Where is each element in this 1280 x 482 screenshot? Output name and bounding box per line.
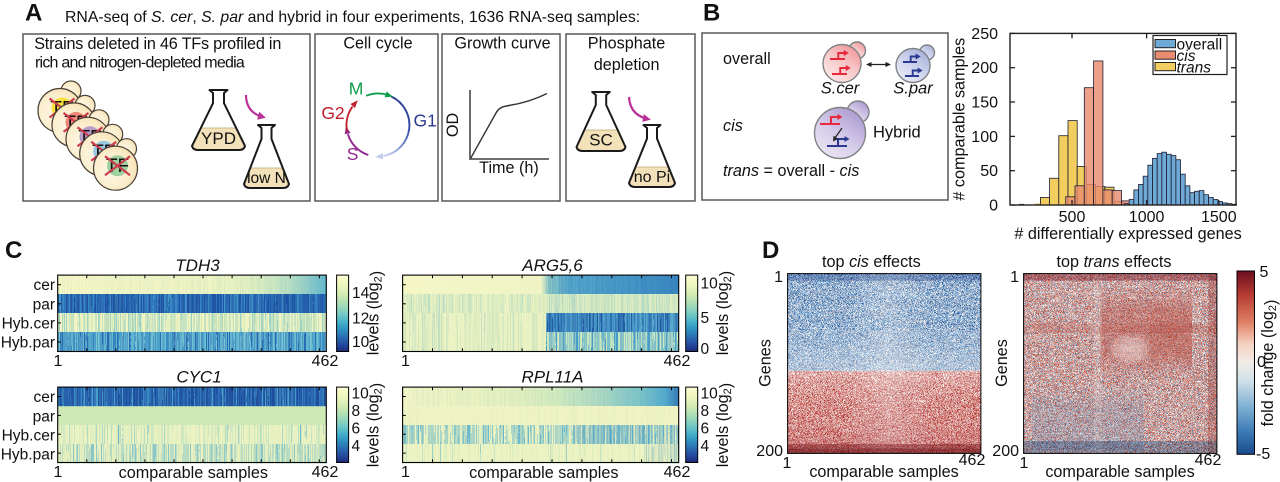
svg-text:4: 4 [352, 438, 361, 455]
svg-text:Hyb.cer: Hyb.cer [2, 427, 55, 444]
svg-text:0: 0 [989, 198, 998, 215]
svg-text:8: 8 [701, 403, 710, 420]
svg-text:Genes: Genes [993, 339, 1011, 387]
svg-text:rich and nitrogen-depleted med: rich and nitrogen-depleted media [35, 55, 245, 72]
svg-text:462: 462 [312, 353, 339, 370]
svg-text:Strains deleted in 46 TFs prof: Strains deleted in 46 TFs profiled in [34, 35, 281, 53]
svg-text:1: 1 [1010, 269, 1019, 286]
svg-text:Phosphate: Phosphate [588, 35, 665, 53]
svg-text:levels (log2): levels (log2) [365, 383, 386, 467]
svg-text:6: 6 [352, 421, 361, 438]
svg-text:8: 8 [352, 403, 361, 420]
svg-text:1: 1 [54, 353, 63, 370]
svg-text:Hyb.cer: Hyb.cer [2, 315, 55, 332]
svg-text:levels (log2): levels (log2) [714, 271, 735, 355]
svg-text:462: 462 [959, 452, 986, 469]
svg-text:RPL11A: RPL11A [521, 368, 583, 387]
svg-text:top cis effects: top cis effects [822, 253, 921, 271]
svg-text:cis: cis [1177, 48, 1196, 65]
svg-text:D: D [762, 237, 779, 264]
svg-text:10: 10 [701, 276, 719, 293]
svg-text:1: 1 [401, 464, 410, 481]
svg-text:S.cer: S.cer [821, 80, 861, 98]
svg-text:200: 200 [971, 60, 998, 77]
svg-text:B: B [703, 0, 720, 27]
svg-text:overall: overall [723, 50, 771, 68]
svg-text:10: 10 [701, 386, 719, 403]
svg-text:top trans effects: top trans effects [1057, 253, 1172, 271]
svg-text:150: 150 [971, 95, 998, 112]
svg-text:YPD: YPD [201, 129, 236, 148]
svg-text:462: 462 [1195, 452, 1222, 469]
svg-text:1: 1 [774, 269, 783, 286]
svg-text:10: 10 [352, 386, 370, 403]
svg-text:200: 200 [992, 443, 1019, 460]
svg-text:0: 0 [1257, 354, 1266, 371]
svg-text:overall: overall [1177, 37, 1223, 54]
svg-text:comparable samples: comparable samples [1045, 463, 1194, 481]
svg-text:M: M [349, 79, 364, 99]
svg-text:Cell cycle: Cell cycle [343, 35, 412, 53]
svg-text:Growth curve: Growth curve [454, 35, 550, 53]
svg-text:ARG5,6: ARG5,6 [521, 256, 583, 275]
svg-text:A: A [25, 0, 42, 27]
svg-text:Hybrid: Hybrid [873, 124, 921, 142]
svg-text:levels (log2): levels (log2) [714, 383, 735, 467]
svg-text:trans = overall - cis: trans = overall - cis [723, 162, 859, 180]
svg-text:250: 250 [971, 26, 998, 43]
svg-text:14: 14 [352, 285, 370, 302]
svg-text:SC: SC [589, 131, 613, 150]
svg-text:trans: trans [1177, 60, 1212, 77]
svg-text:4: 4 [701, 438, 710, 455]
svg-text:G1: G1 [414, 111, 437, 131]
svg-text:1: 1 [54, 464, 63, 481]
svg-text:500: 500 [1059, 209, 1086, 226]
svg-text:1: 1 [1020, 455, 1029, 472]
svg-text:CYC1: CYC1 [176, 368, 221, 387]
svg-text:1: 1 [783, 455, 792, 472]
svg-text:Hyb.par: Hyb.par [1, 446, 55, 463]
svg-text:C: C [5, 237, 22, 264]
svg-text:5: 5 [701, 310, 710, 327]
svg-text:# comparable samples: # comparable samples [951, 38, 969, 201]
svg-text:5: 5 [1260, 264, 1269, 281]
svg-text:462: 462 [664, 353, 691, 370]
svg-text:cis: cis [723, 117, 743, 135]
svg-text:depletion: depletion [594, 56, 660, 74]
svg-text:OD: OD [444, 113, 462, 137]
svg-text:RNA-seq of S. cer, S. par and: RNA-seq of S. cer, S. par and hybrid in … [65, 9, 640, 26]
svg-text:G2: G2 [321, 103, 344, 123]
svg-text:-5: -5 [1256, 446, 1270, 463]
svg-text:6: 6 [701, 421, 710, 438]
svg-text:comparable samples: comparable samples [119, 464, 268, 482]
svg-text:fold change (log2): fold change (log2) [1259, 300, 1280, 427]
svg-text:# differentially expressed gen: # differentially expressed genes [1014, 225, 1241, 243]
svg-text:50: 50 [980, 163, 998, 180]
svg-text:par: par [33, 296, 55, 313]
svg-text:levels (log2): levels (log2) [365, 271, 386, 355]
svg-text:200: 200 [756, 443, 783, 460]
svg-text:cer: cer [33, 389, 55, 406]
svg-text:12: 12 [352, 311, 369, 328]
svg-text:10: 10 [352, 334, 370, 351]
svg-text:Genes: Genes [757, 339, 775, 387]
svg-text:462: 462 [312, 464, 339, 481]
svg-text:comparable samples: comparable samples [809, 463, 958, 481]
svg-text:0: 0 [701, 341, 710, 358]
svg-text:100: 100 [971, 129, 998, 146]
svg-text:S: S [347, 144, 359, 164]
svg-text:comparable samples: comparable samples [469, 464, 618, 482]
svg-text:Time (h): Time (h) [479, 159, 539, 177]
svg-text:1: 1 [401, 353, 410, 370]
svg-text:low N: low N [247, 170, 286, 187]
svg-text:1500: 1500 [1201, 209, 1237, 226]
svg-text:S.par: S.par [893, 80, 934, 98]
svg-text:par: par [33, 408, 55, 425]
svg-text:1000: 1000 [1129, 209, 1165, 226]
svg-text:no Pi: no Pi [634, 169, 670, 186]
svg-text:Hyb.par: Hyb.par [1, 334, 55, 351]
svg-text:TDH3: TDH3 [175, 256, 220, 275]
svg-text:cer: cer [33, 277, 55, 294]
svg-text:462: 462 [664, 464, 691, 481]
